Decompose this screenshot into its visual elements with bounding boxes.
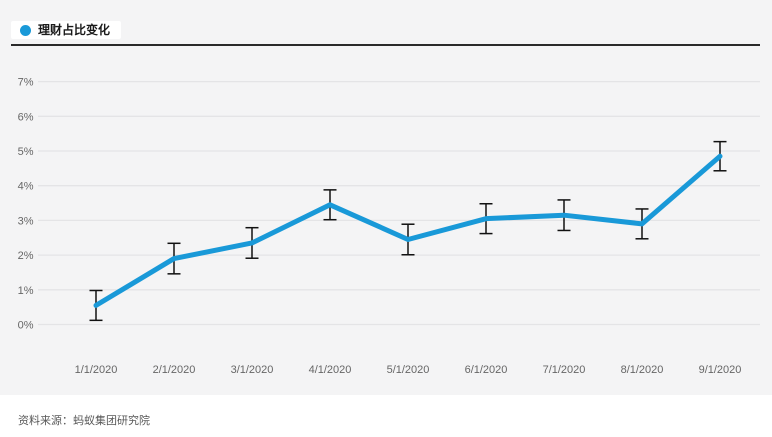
x-axis-tick-label: 9/1/2020 (699, 364, 742, 376)
y-axis-tick-label: 2% (18, 250, 34, 262)
y-axis-tick-label: 0% (18, 320, 34, 332)
x-axis-tick-label: 6/1/2020 (465, 364, 508, 376)
legend-label: 理财占比变化 (38, 23, 111, 37)
x-axis-tick-label: 4/1/2020 (309, 364, 352, 376)
y-axis-tick-label: 4% (18, 181, 34, 193)
legend-dot-icon (20, 24, 31, 36)
line-chart: 0% 1% 2% 3% 4% 5% 6% 7% 1/1/2020 2/1/2020 3/1/2020… (18, 77, 760, 376)
y-axis-tick-label: 1% (18, 285, 34, 297)
x-axis-tick-label: 2/1/2020 (153, 364, 196, 376)
y-axis-tick-label: 5% (18, 146, 34, 158)
chart-panel (0, 0, 772, 395)
y-axis-tick-label: 7% (18, 77, 34, 89)
y-axis-tick-label: 3% (18, 215, 34, 227)
x-axis-tick-label: 1/1/2020 (75, 364, 118, 376)
header-divider (11, 44, 760, 46)
y-axis-tick-label: 6% (18, 111, 34, 123)
x-axis-tick-label: 5/1/2020 (387, 364, 430, 376)
x-axis-tick-label: 8/1/2020 (621, 364, 664, 376)
legend[interactable]: 理财占比变化 (11, 21, 122, 39)
source-note: 资料来源：蚂蚁集团研究院 (18, 415, 150, 427)
x-axis-tick-label: 7/1/2020 (543, 364, 586, 376)
series-line (93, 153, 723, 308)
x-axis-tick-label: 3/1/2020 (231, 364, 274, 376)
